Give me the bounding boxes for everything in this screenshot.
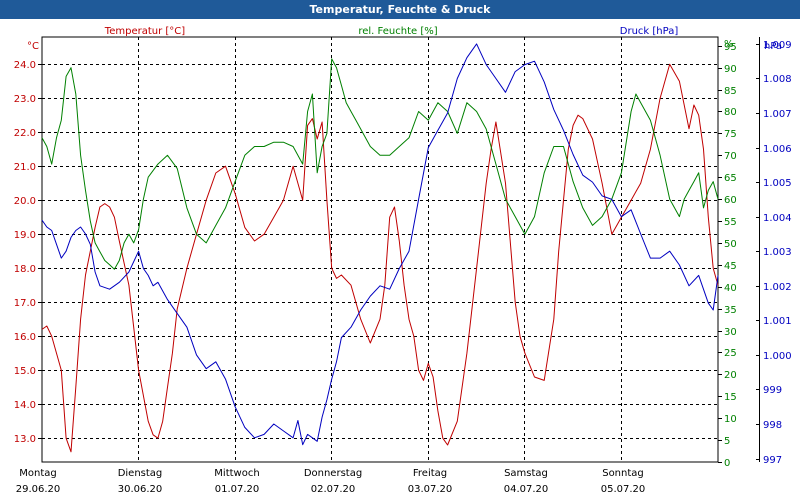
- day-name-label: Mittwoch: [214, 468, 259, 479]
- pressure-ticks: 997 998 999 1.000 1.001 1.002 1.003 1.004 1.005 1…: [756, 37, 792, 466]
- series-layer: [41, 43, 719, 453]
- day-name-label: Montag: [19, 468, 56, 479]
- humidity-tick-label: 30: [724, 327, 737, 338]
- humidity-tick-label: 50: [724, 239, 737, 250]
- pressure-tick-label: 1.008: [763, 74, 792, 85]
- temperature-ticks: 13.0 14.0 15.0 16.0 17.0 18.0 19.0 20.0 21.0 22.0…: [14, 60, 42, 445]
- pressure-tick-label: 998: [763, 420, 782, 431]
- pressure-tick-label: 1.000: [763, 351, 792, 362]
- pressure-axis-label: Druck [hPa]: [620, 26, 679, 37]
- pressure-tick-label: 999: [763, 385, 782, 396]
- temperature-tick-label: 22.0: [14, 128, 36, 139]
- pressure-tick-label: 1.001: [763, 316, 792, 327]
- humidity-series-line: [41, 58, 719, 270]
- humidity-tick-label: 5: [724, 436, 730, 447]
- pressure-tick-label: 1.004: [763, 213, 792, 224]
- pressure-tick-label: 1.007: [763, 109, 792, 120]
- humidity-tick-label: 95: [724, 42, 737, 53]
- temperature-tick-label: 16.0: [14, 332, 36, 343]
- temperature-tick-label: 17.0: [14, 298, 36, 309]
- pressure-tick-label: 1.006: [763, 144, 792, 155]
- humidity-tick-label: 15: [724, 392, 737, 403]
- temperature-tick-label: 24.0: [14, 60, 36, 71]
- humidity-unit-label: %: [724, 39, 734, 50]
- grid-layer: [42, 37, 718, 462]
- day-name-label: Donnerstag: [304, 468, 362, 479]
- temperature-tick-label: 21.0: [14, 162, 36, 173]
- day-date-label: 03.07.20: [408, 484, 453, 495]
- day-date-label: 30.06.20: [118, 484, 163, 495]
- humidity-tick-label: 75: [724, 129, 737, 140]
- day-labels: Montag 29.06.20 Dienstag 30.06.20 Mittwoch 01…: [16, 468, 646, 495]
- temperature-tick-label: 13.0: [14, 434, 36, 445]
- pressure-tick-label: 997: [763, 455, 782, 466]
- temperature-series-line: [41, 63, 719, 453]
- humidity-tick-label: 65: [724, 173, 737, 184]
- pressure-unit-label: hPa: [764, 41, 782, 52]
- pressure-tick-label: 1.003: [763, 247, 792, 258]
- pressure-series-line: [41, 43, 719, 446]
- humidity-tick-label: 35: [724, 305, 737, 316]
- humidity-tick-label: 90: [724, 64, 737, 75]
- day-name-label: Sonntag: [602, 468, 644, 479]
- humidity-ticks: 0 5 10 15 20 25 30 35 40 45 50 55 60 65 70 75 80 85 90 95: [718, 42, 737, 469]
- day-date-label: 29.06.20: [16, 484, 61, 495]
- day-name-label: Dienstag: [118, 468, 163, 479]
- temperature-unit-label: °C: [27, 41, 39, 52]
- day-date-label: 05.07.20: [601, 484, 646, 495]
- humidity-tick-label: 40: [724, 283, 737, 294]
- plot-area: [41, 36, 719, 463]
- humidity-tick-label: 20: [724, 370, 737, 381]
- humidity-axis-label: rel. Feuchte [%]: [358, 26, 437, 37]
- humidity-tick-label: 85: [724, 86, 737, 97]
- humidity-tick-label: 25: [724, 348, 737, 359]
- humidity-tick-label: 60: [724, 195, 737, 206]
- temperature-tick-label: 20.0: [14, 196, 36, 207]
- day-date-label: 04.07.20: [504, 484, 549, 495]
- chart-title: Temperatur, Feuchte & Druck: [0, 0, 800, 19]
- temperature-tick-label: 15.0: [14, 366, 36, 377]
- humidity-tick-label: 70: [724, 151, 737, 162]
- pressure-tick-label: 1.005: [763, 178, 792, 189]
- pressure-tick-label: 1.009: [763, 40, 792, 51]
- humidity-tick-label: 80: [724, 107, 737, 118]
- temperature-tick-label: 19.0: [14, 230, 36, 241]
- temperature-tick-label: 18.0: [14, 264, 36, 275]
- day-name-label: Freitag: [413, 468, 447, 479]
- temperature-tick-label: 23.0: [14, 94, 36, 105]
- day-date-label: 02.07.20: [311, 484, 356, 495]
- temperature-tick-label: 14.0: [14, 400, 36, 411]
- pressure-tick-label: 1.002: [763, 282, 792, 293]
- humidity-tick-label: 10: [724, 414, 737, 425]
- day-name-label: Samstag: [504, 468, 548, 479]
- humidity-tick-label: 45: [724, 261, 737, 272]
- temperature-axis-label: Temperatur [°C]: [104, 26, 185, 37]
- humidity-tick-label: 0: [724, 458, 730, 469]
- day-date-label: 01.07.20: [215, 484, 260, 495]
- humidity-tick-label: 55: [724, 217, 737, 228]
